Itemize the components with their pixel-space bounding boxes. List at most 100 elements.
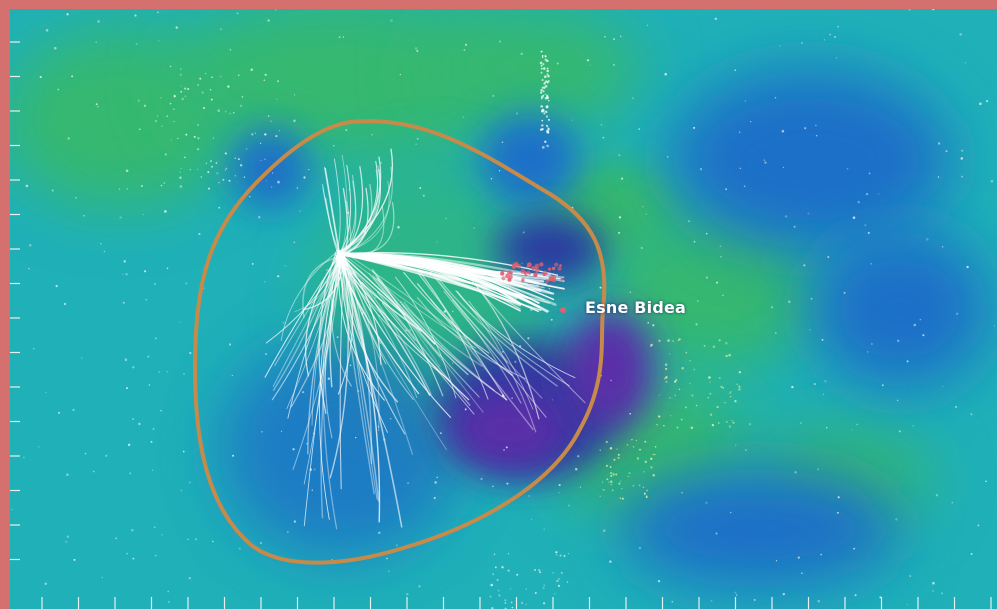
galaxy-dot	[657, 579, 661, 583]
galaxy-dot	[681, 367, 684, 370]
galaxy-dot	[154, 337, 157, 340]
galaxy-dot	[559, 554, 562, 557]
marker-dot	[521, 277, 525, 282]
galaxy-dot	[71, 75, 74, 78]
galaxy-dot	[793, 225, 796, 228]
galaxy-dot	[80, 357, 83, 359]
galaxy-dot	[250, 68, 253, 71]
marker-dot	[524, 273, 528, 277]
galaxy-dot	[187, 538, 189, 541]
galaxy-dot	[555, 554, 558, 556]
galaxy-dot	[189, 351, 192, 355]
galaxy-dot	[618, 216, 622, 219]
galaxy-dot	[685, 351, 688, 354]
galaxy-dot	[935, 494, 939, 497]
galaxy-dot	[638, 128, 641, 131]
galaxy-dot	[558, 483, 561, 487]
violet-region	[450, 389, 570, 469]
blue-region	[810, 229, 990, 389]
location-marker	[560, 307, 566, 313]
galaxy-dot	[173, 95, 176, 98]
galaxy-dot	[850, 429, 853, 431]
galaxy-dot	[265, 353, 267, 355]
galaxy-dot	[325, 269, 328, 272]
streamline	[456, 290, 576, 379]
galaxy-dot	[246, 148, 248, 150]
galaxy-dot	[292, 448, 295, 451]
galaxy-dot	[299, 210, 301, 213]
galaxy-dot	[652, 474, 655, 477]
galaxy-dot	[743, 185, 746, 188]
streamline	[264, 252, 342, 378]
galaxy-dot	[542, 602, 546, 605]
streamline	[371, 268, 444, 397]
galaxy-dot	[293, 241, 296, 244]
galaxy-dot	[699, 168, 703, 171]
galaxy-dot	[833, 35, 837, 39]
galaxy-dot	[510, 601, 513, 604]
galaxy-dot	[132, 557, 135, 560]
galaxy-dot	[95, 103, 98, 106]
galaxy-dot	[823, 38, 826, 41]
galaxy-dot	[676, 426, 679, 429]
galaxy-dot	[970, 413, 973, 416]
galaxy-dot	[506, 482, 509, 485]
galaxy-dot	[602, 529, 606, 532]
galaxy-dot	[990, 179, 994, 183]
galaxy-dot	[547, 80, 550, 83]
galaxy-dot	[774, 332, 777, 334]
galaxy-dot	[338, 36, 341, 38]
galaxy-dot	[367, 377, 369, 379]
galaxy-dot	[528, 495, 530, 497]
galaxy-dot	[11, 508, 13, 511]
galaxy-dot	[896, 399, 899, 402]
galaxy-dot	[378, 314, 381, 317]
galaxy-dot	[147, 355, 150, 358]
galaxy-dot	[546, 69, 549, 73]
galaxy-dot	[856, 423, 858, 426]
galaxy-dot	[748, 422, 752, 426]
galaxy-dot	[817, 468, 819, 471]
galaxy-dot	[865, 192, 869, 196]
galaxy-dot	[711, 423, 715, 427]
galaxy-dot	[251, 133, 254, 136]
galaxy-dot	[646, 24, 649, 27]
galaxy-dot	[440, 432, 442, 435]
galaxy-dot	[520, 52, 523, 56]
galaxy-dot	[547, 99, 550, 102]
galaxy-dot	[738, 371, 741, 374]
galaxy-dot	[895, 518, 898, 521]
galaxy-dot	[550, 318, 553, 321]
galaxy-dot	[908, 9, 911, 11]
galaxy-dot	[539, 571, 541, 574]
galaxy-dot	[74, 196, 77, 199]
galaxy-dot	[650, 343, 653, 347]
galaxy-dot	[628, 472, 631, 475]
galaxy-dot	[736, 383, 739, 386]
galaxy-dot	[709, 392, 712, 395]
galaxy-dot	[216, 172, 219, 175]
galaxy-dot	[674, 394, 677, 397]
galaxy-dot	[217, 109, 220, 112]
galaxy-dot	[530, 308, 533, 311]
streamline	[340, 180, 357, 253]
galaxy-dot	[646, 489, 648, 492]
marker-dot	[559, 264, 562, 267]
galaxy-dot	[725, 420, 728, 423]
galaxy-dot	[434, 481, 437, 484]
galaxy-dot	[331, 558, 333, 561]
galaxy-dot	[131, 529, 134, 532]
galaxy-dot	[519, 345, 522, 348]
galaxy-dot	[807, 212, 810, 215]
galaxy-dot	[941, 246, 944, 248]
streamline	[416, 297, 526, 380]
galaxy-dot	[541, 56, 544, 58]
galaxy-dot	[180, 68, 182, 70]
galaxy-dot	[234, 175, 236, 177]
blue-region	[670, 69, 950, 249]
galaxy-dot	[942, 385, 944, 388]
galaxy-dot	[864, 224, 867, 227]
streamline	[307, 256, 339, 455]
galaxy-dot	[541, 78, 544, 82]
galaxy-dot	[678, 338, 681, 341]
